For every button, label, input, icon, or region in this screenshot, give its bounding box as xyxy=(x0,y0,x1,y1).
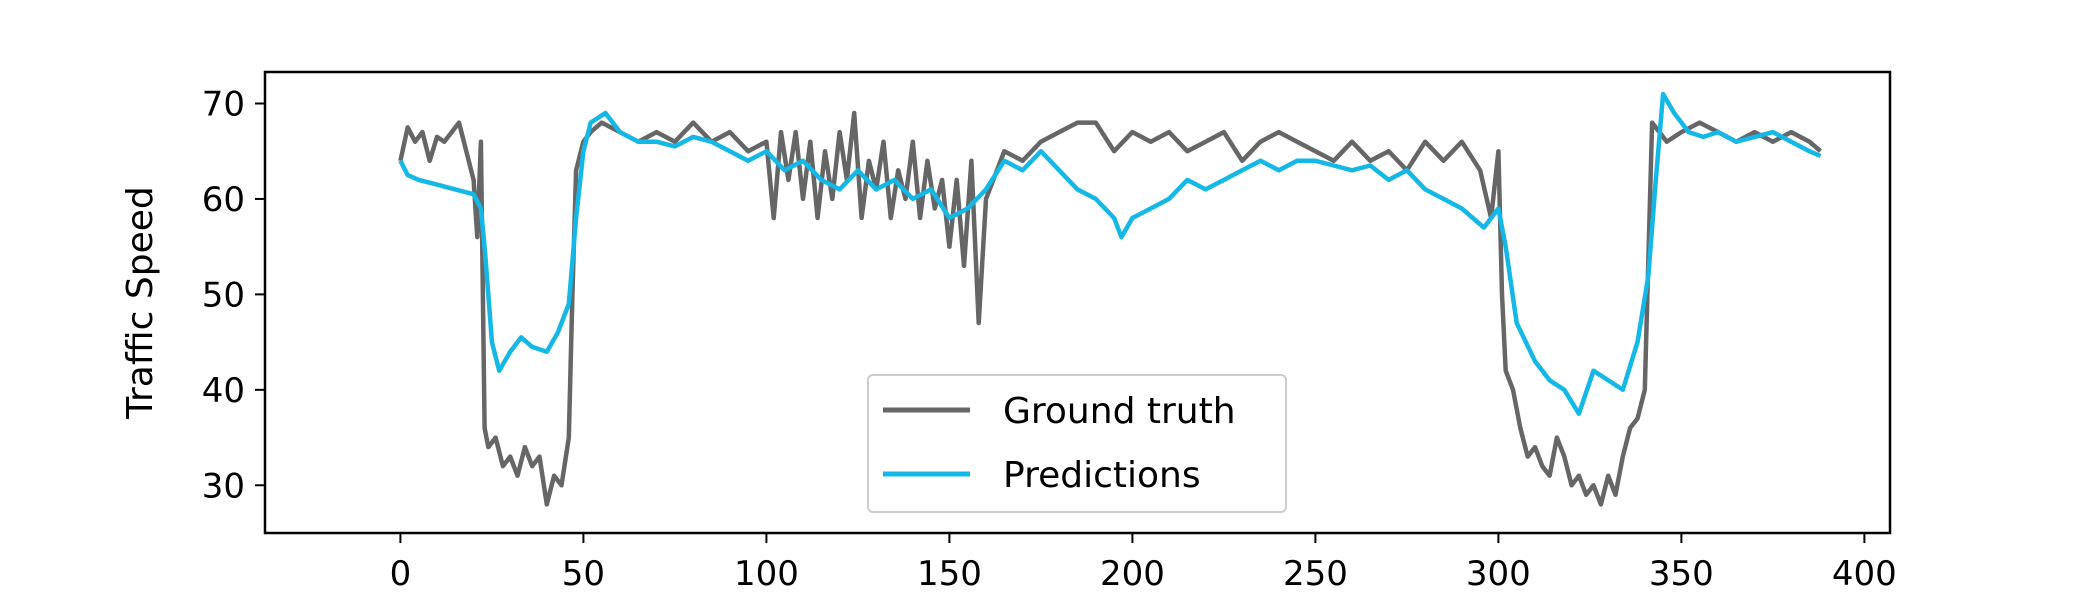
x-tick-label: 100 xyxy=(734,554,799,594)
legend-label-ground-truth: Ground truth xyxy=(1003,391,1236,432)
y-tick-label: 30 xyxy=(202,466,245,506)
y-tick-label: 50 xyxy=(202,275,245,315)
x-tick-label: 50 xyxy=(562,554,605,594)
x-tick-label: 0 xyxy=(390,554,412,594)
y-tick-label: 60 xyxy=(202,180,245,220)
x-tick-label: 150 xyxy=(917,554,982,594)
x-tick-label: 300 xyxy=(1466,554,1531,594)
x-tick-label: 350 xyxy=(1649,554,1714,594)
y-axis-label: Traffic Speed xyxy=(120,186,161,419)
y-tick-label: 40 xyxy=(202,371,245,411)
series-line-predictions xyxy=(398,91,1822,416)
x-tick-label: 200 xyxy=(1100,554,1165,594)
plot-frame xyxy=(263,70,1892,535)
legend-box xyxy=(867,374,1287,513)
y-tick-label: 70 xyxy=(202,84,245,124)
series-line-ground-truth xyxy=(398,110,1822,507)
legend-label-predictions: Predictions xyxy=(1003,455,1201,496)
x-tick-label: 250 xyxy=(1283,554,1348,594)
legend: Ground truth Predictions xyxy=(867,374,1287,513)
x-tick-label: 400 xyxy=(1832,554,1897,594)
